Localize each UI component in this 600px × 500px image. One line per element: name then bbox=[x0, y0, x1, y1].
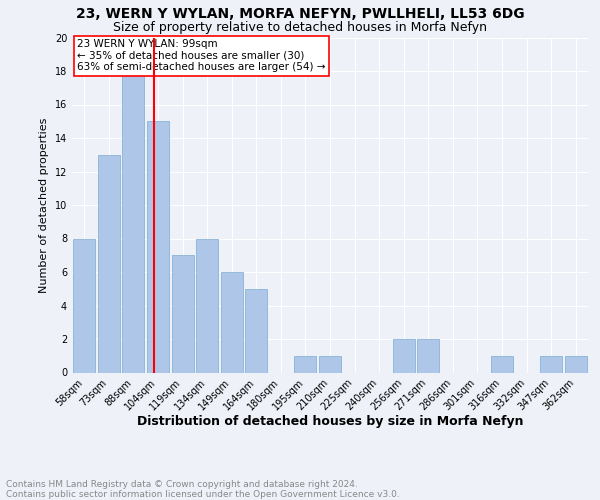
Bar bbox=[319, 356, 341, 372]
Bar bbox=[417, 339, 439, 372]
Bar bbox=[196, 238, 218, 372]
Bar bbox=[172, 255, 194, 372]
Bar bbox=[147, 121, 169, 372]
Bar bbox=[295, 356, 316, 372]
Bar bbox=[122, 71, 145, 372]
Y-axis label: Number of detached properties: Number of detached properties bbox=[39, 118, 49, 292]
Bar bbox=[98, 155, 120, 372]
Text: Size of property relative to detached houses in Morfa Nefyn: Size of property relative to detached ho… bbox=[113, 21, 487, 34]
Bar bbox=[221, 272, 243, 372]
Bar bbox=[392, 339, 415, 372]
X-axis label: Distribution of detached houses by size in Morfa Nefyn: Distribution of detached houses by size … bbox=[137, 415, 523, 428]
Bar bbox=[245, 289, 268, 372]
Text: Contains HM Land Registry data © Crown copyright and database right 2024.
Contai: Contains HM Land Registry data © Crown c… bbox=[6, 480, 400, 499]
Bar bbox=[565, 356, 587, 372]
Bar bbox=[491, 356, 513, 372]
Text: 23 WERN Y WYLAN: 99sqm
← 35% of detached houses are smaller (30)
63% of semi-det: 23 WERN Y WYLAN: 99sqm ← 35% of detached… bbox=[77, 39, 326, 72]
Bar bbox=[73, 238, 95, 372]
Text: 23, WERN Y WYLAN, MORFA NEFYN, PWLLHELI, LL53 6DG: 23, WERN Y WYLAN, MORFA NEFYN, PWLLHELI,… bbox=[76, 8, 524, 22]
Bar bbox=[540, 356, 562, 372]
